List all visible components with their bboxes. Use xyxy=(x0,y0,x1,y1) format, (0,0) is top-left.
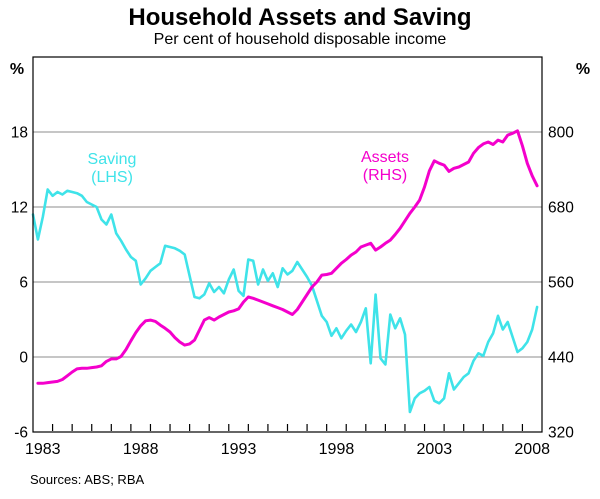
sources-note: Sources: ABS; RBA xyxy=(30,472,145,487)
right-axis-tick-label: 440 xyxy=(548,350,574,367)
assets-line xyxy=(36,129,539,385)
legend-assets-sub: (RHS) xyxy=(362,167,408,184)
chart-title: Household Assets and Saving xyxy=(128,4,472,31)
x-axis-tick-label: 1993 xyxy=(221,441,257,458)
right-axis-tick-label: 320 xyxy=(548,425,574,442)
left-axis-unit: % xyxy=(9,61,25,78)
left-axis-tick-label: 12 xyxy=(11,200,28,217)
right-axis-unit: % xyxy=(575,61,591,78)
legend-assets-label: Assets xyxy=(360,149,409,166)
left-axis-tick-label: 0 xyxy=(19,350,28,367)
x-axis-tick-label: 1988 xyxy=(123,441,159,458)
right-axis-tick-label: 800 xyxy=(548,125,574,142)
right-axis-tick-label: 560 xyxy=(548,275,574,292)
right-axis-tick-label: 680 xyxy=(548,200,574,217)
x-axis-tick-label: 1983 xyxy=(25,441,61,458)
left-axis-tick-label: 6 xyxy=(19,275,28,292)
legend-saving-label: Saving xyxy=(87,151,137,168)
x-axis-tick-label: 2003 xyxy=(417,441,453,458)
chart-subtitle: Per cent of household disposable income xyxy=(153,31,447,48)
left-axis-tick-label: 18 xyxy=(11,125,28,142)
saving-line xyxy=(31,188,539,414)
legend-assets: Assets (RHS) xyxy=(330,149,440,185)
left-axis-tick-label: -6 xyxy=(14,425,28,442)
legend-saving-sub: (LHS) xyxy=(91,169,133,186)
legend-saving: Saving (LHS) xyxy=(57,151,167,187)
x-axis-tick-label: 1998 xyxy=(319,441,355,458)
plot-frame xyxy=(32,56,543,433)
x-axis-tick-label: 2008 xyxy=(514,441,550,458)
